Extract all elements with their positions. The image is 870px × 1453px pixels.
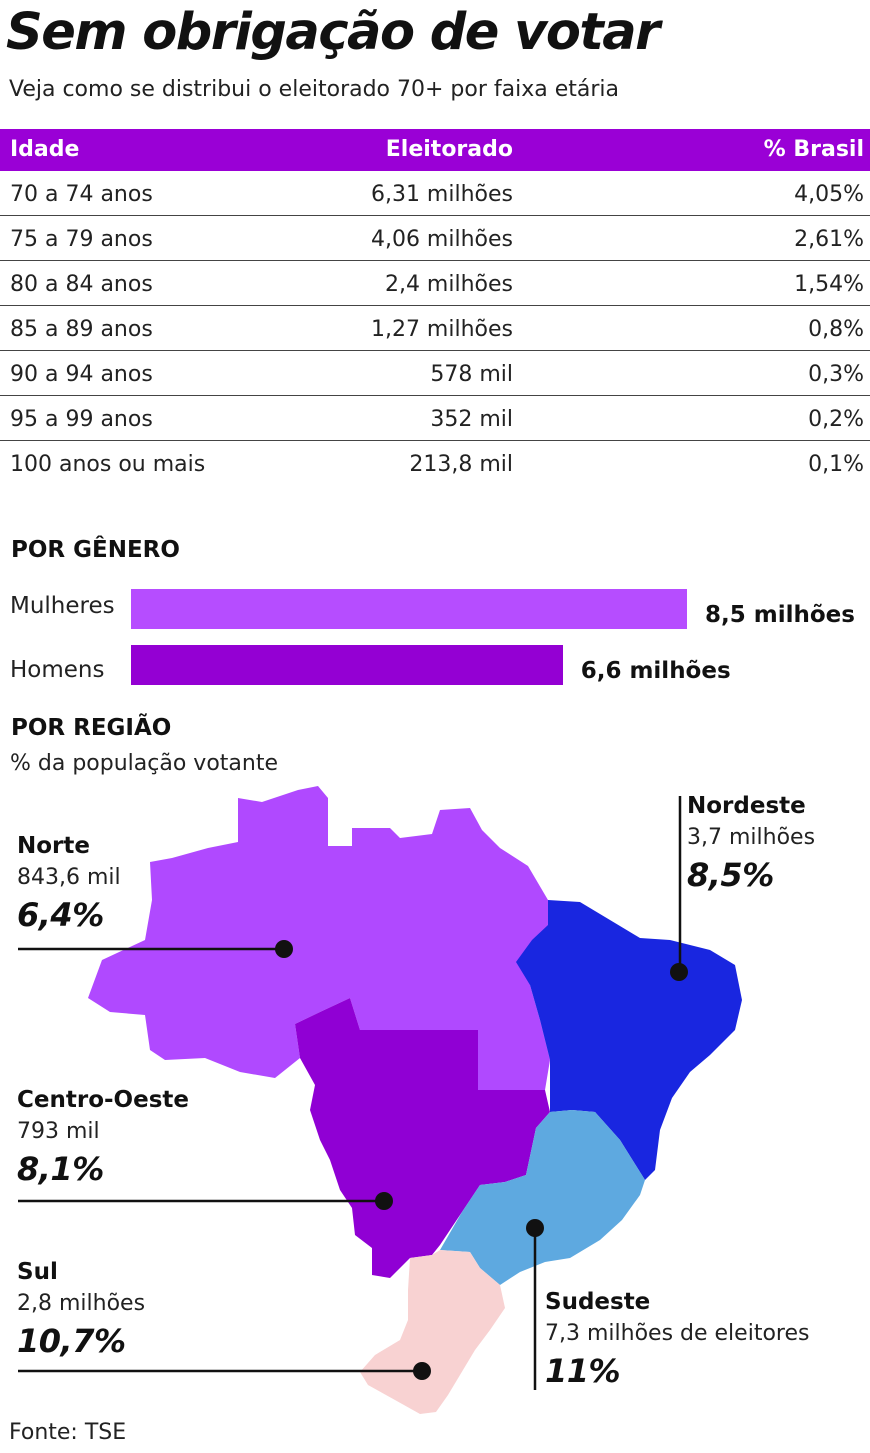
region-label-norte: Norte 843,6 mil 6,4% xyxy=(17,830,121,936)
map-region-sul xyxy=(360,1250,505,1414)
row-pct: 0,2% xyxy=(808,407,864,432)
chart-subtitle: Veja como se distribui o eleitorado 70+ … xyxy=(9,77,620,102)
source-note: Fonte: TSE xyxy=(9,1420,127,1445)
map-region-sudeste xyxy=(440,1110,645,1285)
row-pct: 4,05% xyxy=(794,182,864,207)
region-subtitle: % da população votante xyxy=(10,751,278,776)
region-name: Nordeste xyxy=(687,793,806,819)
region-pct: 8,5% xyxy=(687,856,774,894)
dot-centro-oeste xyxy=(375,1192,393,1210)
row-electorate: 352 mil xyxy=(430,407,513,432)
row-pct: 0,3% xyxy=(808,362,864,387)
table-row: 100 anos ou mais 213,8 mil 0,1% xyxy=(0,441,870,486)
gender-bar-mulheres xyxy=(131,589,687,629)
map-region-norte xyxy=(88,786,550,1090)
map-region-centro-oeste xyxy=(295,998,550,1278)
row-age: 85 a 89 anos xyxy=(10,317,153,342)
gender-bar-homens xyxy=(131,645,563,685)
dot-nordeste xyxy=(670,963,688,981)
region-count: 2,8 milhões xyxy=(17,1291,146,1316)
header-idade: Idade xyxy=(10,137,80,162)
region-name: Centro-Oeste xyxy=(17,1087,189,1113)
row-electorate: 1,27 milhões xyxy=(370,317,513,342)
dot-sudeste xyxy=(526,1219,544,1237)
region-label-sul: Sul 2,8 milhões 10,7% xyxy=(17,1256,145,1362)
region-name: Sudeste xyxy=(545,1289,651,1315)
row-age: 80 a 84 anos xyxy=(10,272,153,297)
region-label-centro-oeste: Centro-Oeste 793 mil 8,1% xyxy=(17,1084,189,1190)
gender-value-homens: 6,6 milhões xyxy=(580,658,731,684)
region-count: 843,6 mil xyxy=(17,865,121,890)
header-pct-brasil: % Brasil xyxy=(763,137,864,162)
region-pct: 8,1% xyxy=(17,1150,104,1188)
row-pct: 2,61% xyxy=(794,227,864,252)
region-name: Norte xyxy=(17,833,90,859)
gender-label-homens: Homens xyxy=(10,657,105,683)
row-electorate: 578 mil xyxy=(430,362,513,387)
table-row: 95 a 99 anos 352 mil 0,2% xyxy=(0,396,870,441)
dot-sul xyxy=(413,1362,431,1380)
gender-title: POR GÊNERO xyxy=(11,537,180,563)
table-row: 90 a 94 anos 578 mil 0,3% xyxy=(0,351,870,396)
dot-norte xyxy=(275,940,293,958)
region-label-nordeste: Nordeste 3,7 milhões 8,5% xyxy=(687,790,815,896)
table-row: 80 a 84 anos 2,4 milhões 1,54% xyxy=(0,261,870,306)
region-pct: 10,7% xyxy=(17,1322,126,1360)
region-pct: 11% xyxy=(545,1352,621,1390)
region-count: 793 mil xyxy=(17,1119,100,1144)
row-pct: 0,8% xyxy=(808,317,864,342)
gender-label-mulheres: Mulheres xyxy=(10,593,115,619)
row-age: 90 a 94 anos xyxy=(10,362,153,387)
row-pct: 0,1% xyxy=(808,452,864,477)
brazil-region-map xyxy=(18,786,742,1414)
gender-value-mulheres: 8,5 milhões xyxy=(705,602,855,628)
row-electorate: 2,4 milhões xyxy=(384,272,513,297)
table-header: Idade Eleitorado % Brasil xyxy=(0,129,870,171)
row-age: 100 anos ou mais xyxy=(10,452,206,477)
region-label-sudeste: Sudeste 7,3 milhões de eleitores 11% xyxy=(545,1286,809,1392)
chart-title: Sem obrigação de votar xyxy=(6,3,660,62)
region-count: 3,7 milhões xyxy=(687,825,816,850)
table-row: 75 a 79 anos 4,06 milhões 2,61% xyxy=(0,216,870,261)
age-table: Idade Eleitorado % Brasil 70 a 74 anos 6… xyxy=(0,129,870,486)
region-title: POR REGIÃO xyxy=(11,715,172,741)
table-row: 70 a 74 anos 6,31 milhões 4,05% xyxy=(0,171,870,216)
region-name: Sul xyxy=(17,1259,58,1285)
row-pct: 1,54% xyxy=(794,272,864,297)
region-count: 7,3 milhões de eleitores xyxy=(545,1321,810,1346)
row-electorate: 6,31 milhões xyxy=(370,182,513,207)
table-row: 85 a 89 anos 1,27 milhões 0,8% xyxy=(0,306,870,351)
row-age: 75 a 79 anos xyxy=(10,227,153,252)
row-age: 95 a 99 anos xyxy=(10,407,153,432)
row-age: 70 a 74 anos xyxy=(10,182,153,207)
row-electorate: 4,06 milhões xyxy=(370,227,513,252)
row-electorate: 213,8 mil xyxy=(409,452,513,477)
header-eleitorado: Eleitorado xyxy=(385,137,513,162)
region-pct: 6,4% xyxy=(17,896,104,934)
